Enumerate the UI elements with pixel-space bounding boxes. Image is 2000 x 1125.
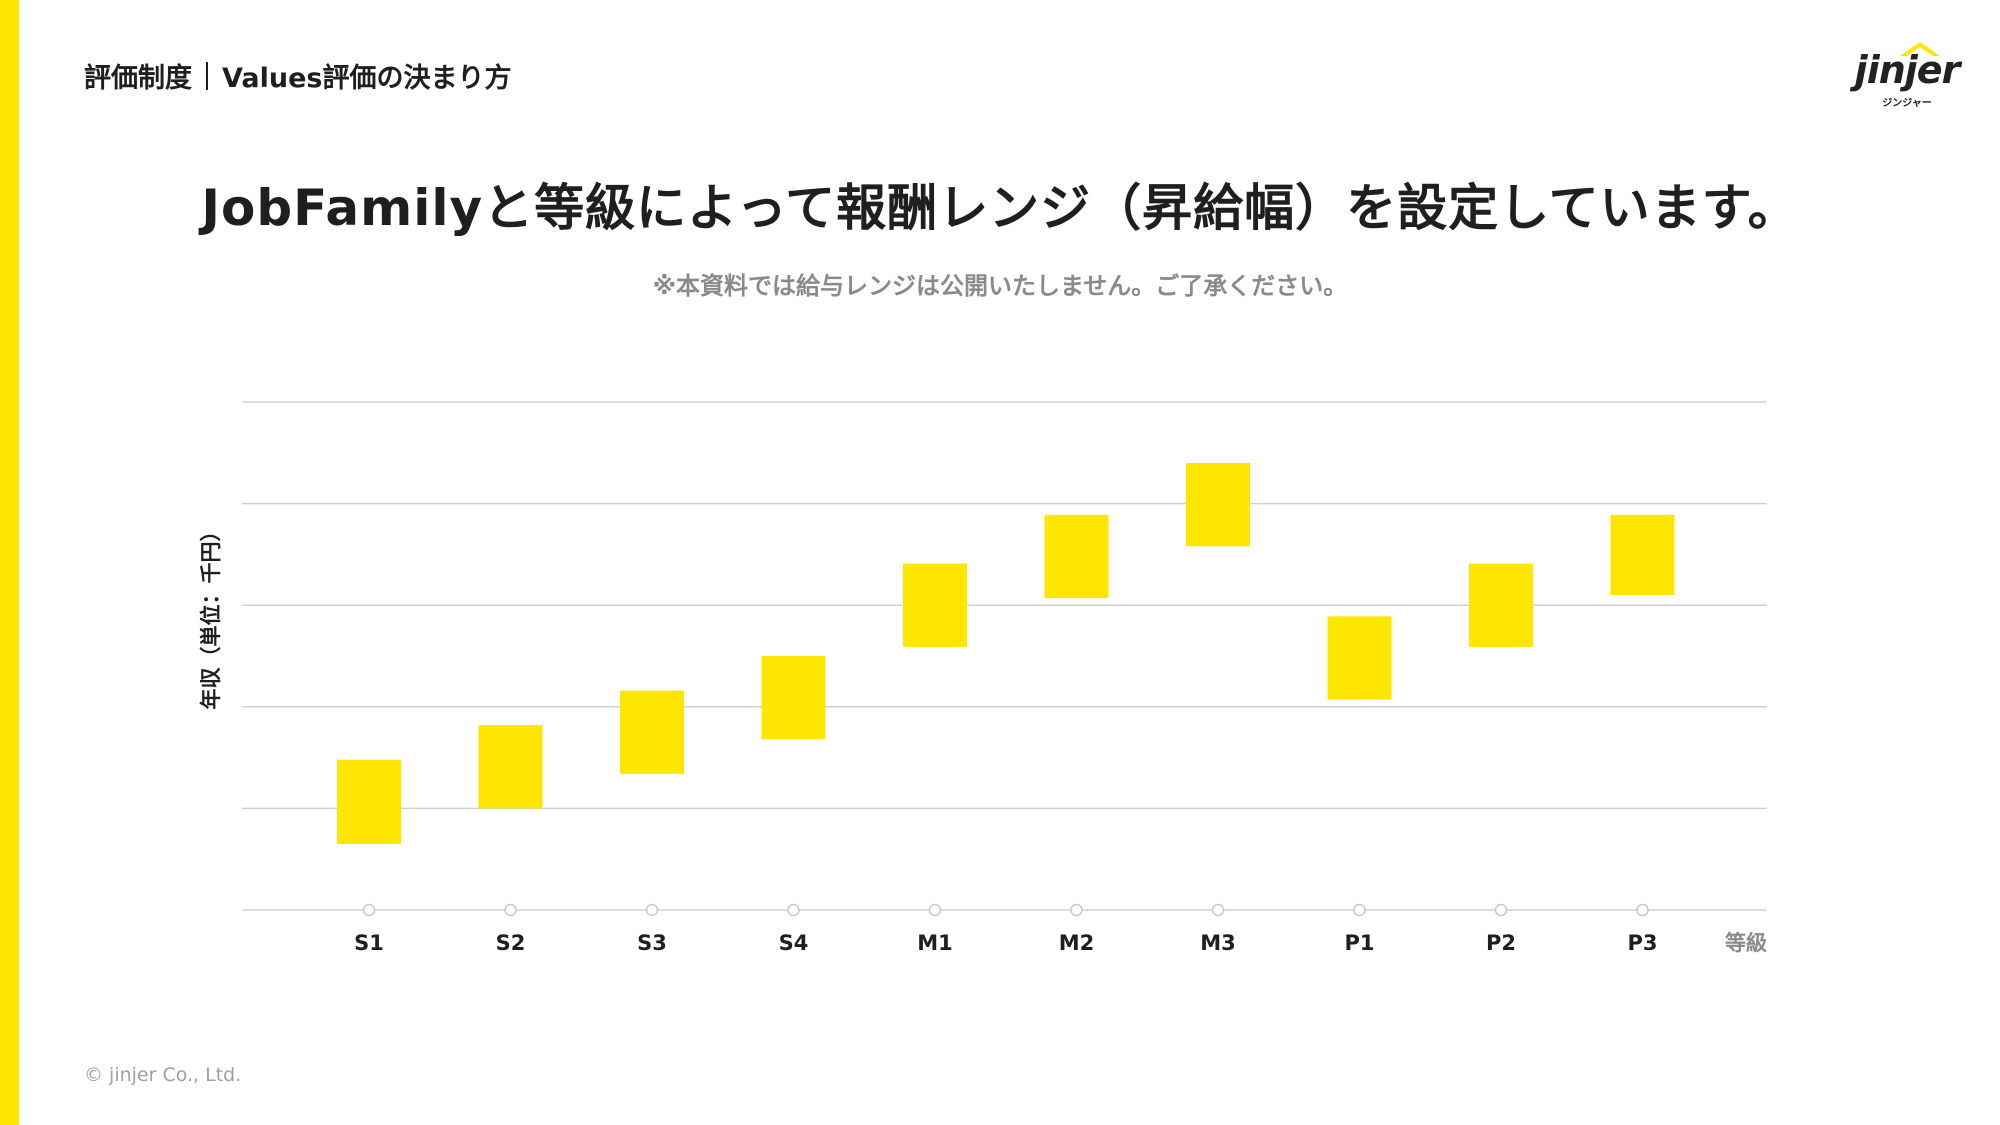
x-tick-label: M3: [1200, 931, 1236, 955]
logo-wordmark: jinjer: [1854, 48, 1961, 92]
range-bar-s3: [620, 690, 684, 774]
x-tick-marker: [1070, 903, 1083, 917]
x-axis-label: 等級: [1725, 931, 1767, 955]
grid-lines: [242, 401, 1767, 810]
x-tick-label: S3: [637, 931, 667, 955]
x-tick-marker: [504, 903, 517, 917]
x-tick-label: S1: [354, 931, 384, 955]
range-bar-m2: [1044, 514, 1109, 599]
left-accent-bar: [0, 0, 19, 1125]
x-tick-marker: [928, 903, 942, 917]
x-tick-label: M2: [1059, 931, 1095, 955]
range-bar-s4: [761, 656, 826, 740]
disclaimer-note: ※本資料では給与レンジは公開いたしません。ご了承ください。: [652, 272, 1348, 300]
breadcrumb-section: 評価制度: [84, 63, 192, 94]
x-tick-marker: [787, 903, 800, 917]
breadcrumb: 評価制度 Values評価の決まり方: [84, 56, 512, 95]
range-bar-m3: [1186, 462, 1250, 547]
breadcrumb-divider: [206, 61, 208, 90]
x-tick-marker: [1353, 903, 1366, 917]
range-bars: [337, 462, 1675, 844]
x-axis: S1 S2 S3 S4 M1 M2 M3 P1 P2 P3: [242, 903, 1767, 955]
logo-kana: ジンジャー: [1882, 98, 1932, 109]
range-bar-p2: [1469, 563, 1533, 647]
range-bar-p1: [1327, 616, 1392, 700]
range-bar-s2: [478, 725, 543, 809]
x-tick-marker: [362, 903, 376, 917]
slide-headline: JobFamilyと等級によって報酬レンジ（昇給幅）を設定しています。: [201, 179, 1799, 237]
x-tick-marker: [1494, 903, 1508, 917]
x-tick-label: P3: [1627, 931, 1657, 955]
x-tick-marker: [1636, 903, 1649, 917]
range-bar-s1: [337, 759, 401, 844]
x-tick-label: P2: [1486, 931, 1516, 955]
x-tick-label: S2: [496, 931, 526, 955]
x-tick-marker: [1211, 903, 1225, 917]
jinjer-logo: jinjer ジンジャー: [1842, 42, 1972, 112]
copyright: © jinjer Co., Ltd.: [84, 1064, 242, 1086]
range-bar-m1: [903, 563, 967, 647]
range-bar-p3: [1610, 514, 1675, 596]
logo-roof-icon: [1900, 42, 1940, 56]
x-tick-label: S4: [779, 931, 809, 955]
x-tick-label: P1: [1344, 931, 1374, 955]
breadcrumb-page: Values評価の決まり方: [222, 63, 512, 94]
x-tick-label: M1: [917, 931, 953, 955]
x-tick-marker: [645, 903, 659, 917]
y-axis-label: 年収（単位：千円）: [199, 521, 223, 710]
